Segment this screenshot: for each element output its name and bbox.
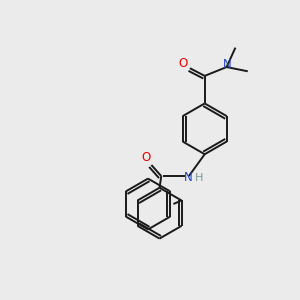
- Text: H: H: [194, 173, 203, 183]
- Text: O: O: [178, 57, 188, 70]
- Text: O: O: [142, 151, 151, 164]
- Text: N: N: [184, 171, 193, 184]
- Text: N: N: [223, 58, 232, 71]
